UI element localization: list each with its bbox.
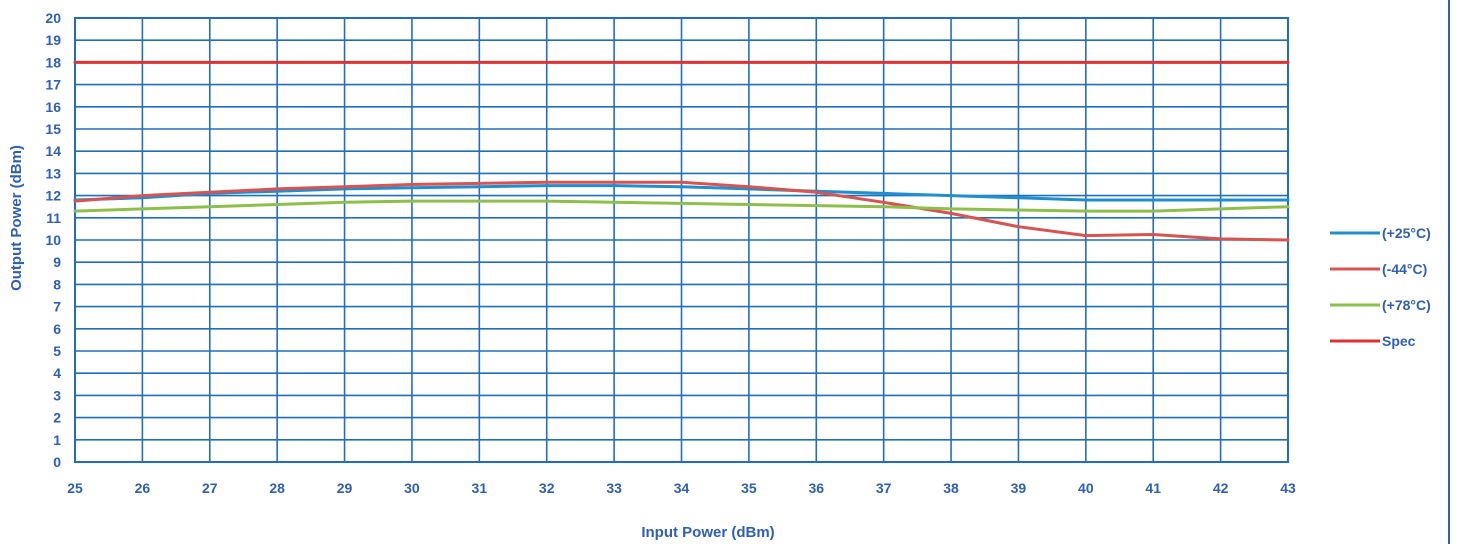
y-axis-title: Output Power (dBm) [8, 145, 25, 291]
series-line-0 [73, 184, 1290, 202]
y-tick-label: 9 [53, 254, 61, 270]
legend: (+25°C) (-44°C) (+78°C) Spec [1330, 225, 1431, 349]
y-tick-label: 0 [53, 454, 61, 470]
x-tick-label: 42 [1213, 480, 1229, 496]
series-line-2 [73, 199, 1290, 213]
x-tick-label: 27 [202, 480, 218, 496]
y-tick-label: 4 [53, 365, 61, 381]
x-tick-label: 29 [337, 480, 353, 496]
x-tick-label: 40 [1078, 480, 1094, 496]
y-tick-label: 16 [45, 99, 61, 115]
legend-label-1: (-44°C) [1382, 261, 1427, 277]
y-tick-label: 10 [45, 232, 61, 248]
x-tick-label: 38 [943, 480, 959, 496]
y-tick-label: 5 [53, 343, 61, 359]
x-tick-label: 33 [606, 480, 622, 496]
legend-label-0: (+25°C) [1382, 225, 1431, 241]
legend-label-3: Spec [1382, 333, 1416, 349]
y-tick-label: 7 [53, 299, 61, 315]
y-tick-label: 2 [53, 410, 61, 426]
y-tick-label: 17 [45, 77, 61, 93]
x-tick-label: 26 [135, 480, 151, 496]
y-tick-label: 6 [53, 321, 61, 337]
x-tick-label: 30 [404, 480, 420, 496]
x-tick-label: 31 [472, 480, 488, 496]
y-tick-label: 8 [53, 276, 61, 292]
legend-label-2: (+78°C) [1382, 297, 1431, 313]
x-tick-label: 37 [876, 480, 892, 496]
y-tick-label: 3 [53, 387, 61, 403]
y-tick-label: 13 [45, 165, 61, 181]
x-tick-label: 25 [67, 480, 83, 496]
x-tick-label: 28 [269, 480, 285, 496]
x-axis-title: Input Power (dBm) [641, 524, 774, 541]
x-tick-label: 36 [808, 480, 824, 496]
y-tick-label: 14 [45, 143, 61, 159]
x-tick-label: 34 [674, 480, 690, 496]
y-tick-label: 18 [45, 54, 61, 70]
series-line-1 [73, 180, 1290, 242]
x-tick-label: 41 [1145, 480, 1161, 496]
y-tick-label: 15 [45, 121, 61, 137]
y-tick-label: 12 [45, 188, 61, 204]
grid [74, 17, 1289, 463]
x-tick-label: 43 [1280, 480, 1296, 496]
y-tick-label: 11 [46, 210, 61, 226]
series-lines [73, 60, 1290, 242]
y-tick-label: 20 [45, 10, 61, 26]
x-tick-label: 39 [1011, 480, 1027, 496]
y-tick-label: 1 [53, 432, 61, 448]
x-tick-label: 32 [539, 480, 555, 496]
x-tick-label: 35 [741, 480, 757, 496]
y-tick-label: 19 [45, 32, 61, 48]
